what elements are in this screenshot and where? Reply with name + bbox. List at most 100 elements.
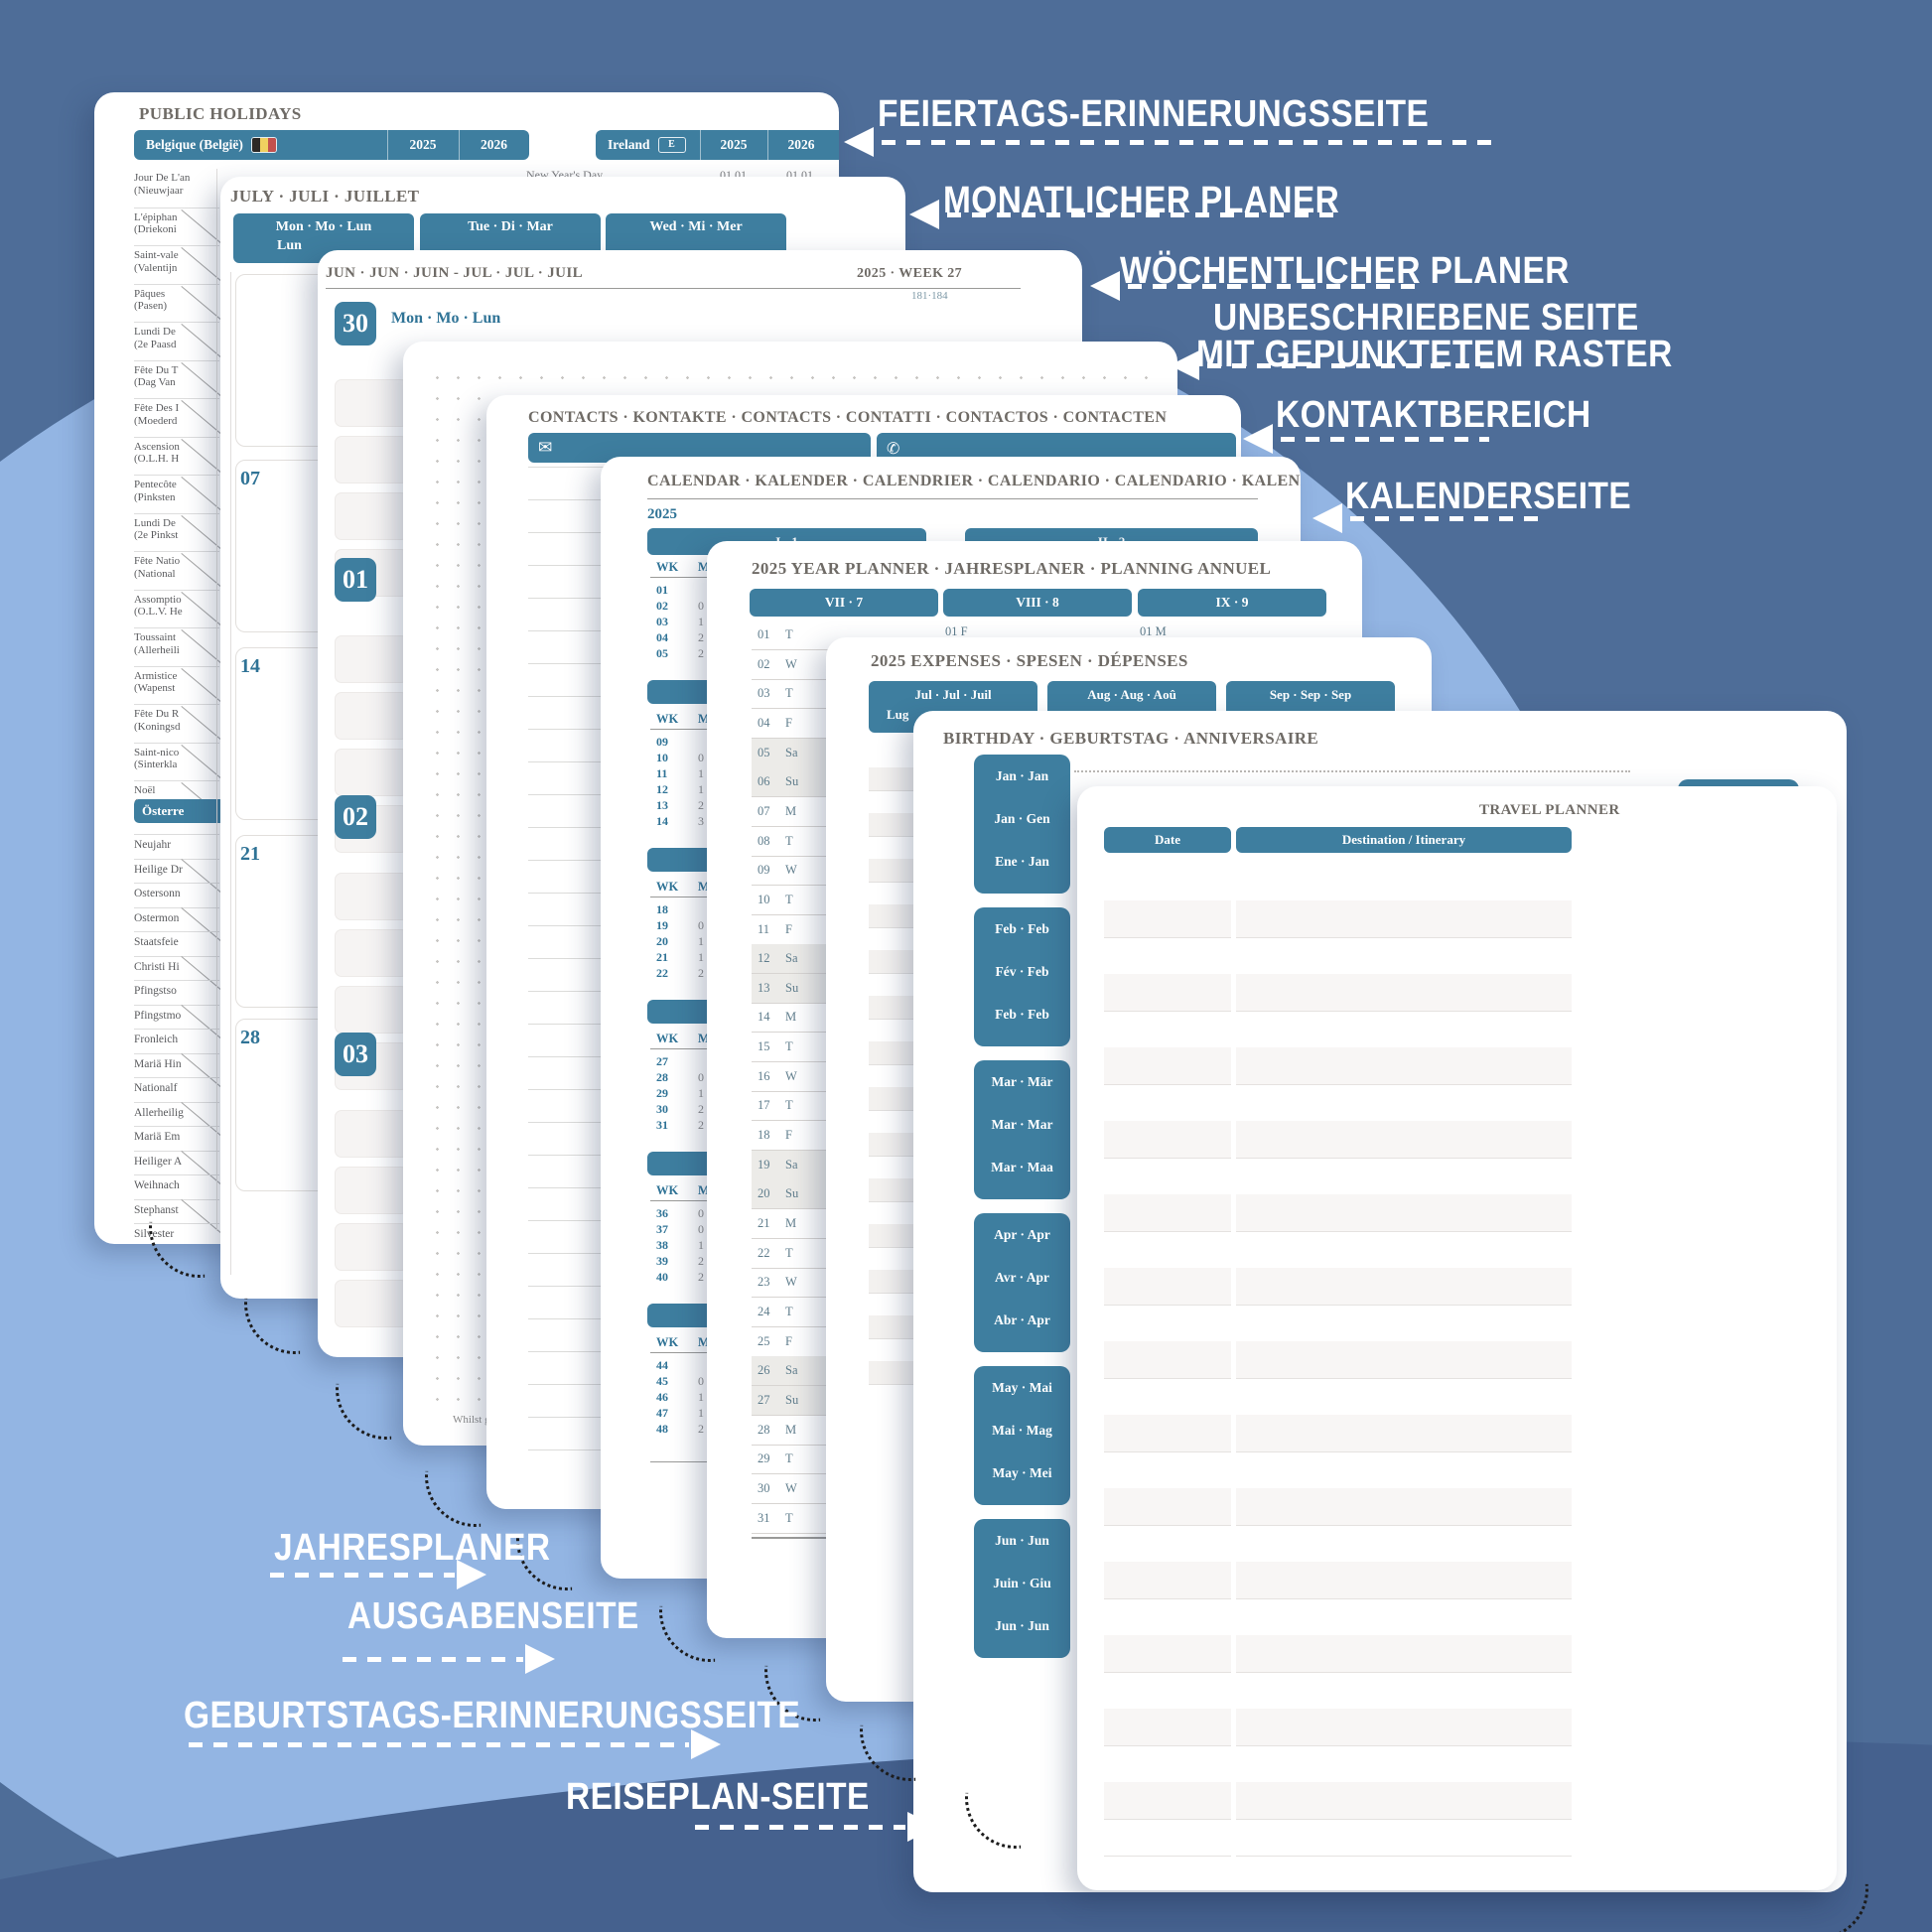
travel-date-cell bbox=[1104, 1819, 1231, 1857]
annotation-label: AUSGABENSEITE bbox=[347, 1595, 639, 1637]
year-month-bar-viii: VIII · 8 bbox=[943, 589, 1132, 617]
travel-date-cell bbox=[1104, 1378, 1231, 1416]
calendar-wk-rule bbox=[650, 577, 710, 578]
travel-destination-cell bbox=[1236, 1451, 1572, 1489]
travel-date-cell bbox=[1104, 1745, 1231, 1783]
travel-date-cell bbox=[1104, 864, 1231, 901]
holiday-entry: Jour De L'an (Nieuwjaar bbox=[134, 172, 191, 197]
holiday-entry: Fête Du T (Dag Van bbox=[134, 359, 219, 390]
weekly-slot-row bbox=[335, 929, 408, 977]
calendar-week-row: 38 1 bbox=[656, 1238, 704, 1252]
calendar-week-row: 18 bbox=[656, 902, 668, 916]
birthday-month-label: Avr · Apr bbox=[994, 1270, 1049, 1285]
calendar-week-row: 20 1 bbox=[656, 934, 704, 948]
birthday-dotted-line bbox=[1074, 770, 1630, 772]
year-planner-title: 2025 YEAR PLANNER · JAHRESPLANER · PLANN… bbox=[752, 559, 1272, 578]
travel-destination-cell bbox=[1236, 1598, 1572, 1636]
holiday-entry: Ostersonn bbox=[134, 883, 219, 899]
calendar-wk-rule bbox=[650, 1352, 710, 1353]
travel-date-cell bbox=[1104, 1011, 1231, 1048]
envelope-icon: ✉ bbox=[538, 438, 553, 458]
birthday-month-block: Mar · Mär Mar · Mar Mar · Maa bbox=[974, 1060, 1070, 1199]
monthly-week-number: 14 bbox=[240, 655, 260, 677]
travel-date-cell bbox=[1104, 1635, 1231, 1673]
travel-destination-cell bbox=[1236, 1047, 1572, 1085]
arrow-right-icon bbox=[907, 1812, 937, 1842]
calendar-week-row: 30 2 bbox=[656, 1102, 704, 1116]
holiday-column-rule bbox=[216, 169, 217, 1231]
holiday-entry: Mariä Hin bbox=[134, 1052, 219, 1070]
travel-date-cell bbox=[1104, 1268, 1231, 1306]
holiday-entry: Assomptio (O.L.V. He bbox=[134, 589, 219, 620]
travel-date-cell bbox=[1104, 1672, 1231, 1710]
annotation-dash-line bbox=[1207, 363, 1505, 368]
calendar-week-row: 09 bbox=[656, 735, 668, 749]
calendar-week-row: 37 0 bbox=[656, 1222, 704, 1236]
weekly-slot-row bbox=[335, 692, 408, 740]
annotation-label: MIT GEPUNKTETEM RASTER bbox=[1196, 334, 1673, 375]
travel-destination-cell bbox=[1236, 1011, 1572, 1048]
annotation-label: REISEPLAN-SEITE bbox=[566, 1776, 870, 1818]
travel-destination-cell bbox=[1236, 937, 1572, 975]
holiday-entry: Ostermon bbox=[134, 906, 219, 924]
birthday-month-label: Jun · Jun bbox=[995, 1618, 1049, 1633]
annotation-label: KALENDERSEITE bbox=[1345, 476, 1632, 517]
weekly-slot-row bbox=[335, 1280, 408, 1327]
travel-destination-cell bbox=[1236, 900, 1572, 938]
travel-date-cell bbox=[1104, 937, 1231, 975]
travel-destination-cell bbox=[1236, 974, 1572, 1012]
page-travel-planner: TRAVEL PLANNER Date Destination / Itiner… bbox=[1077, 786, 1837, 1890]
travel-date-cell bbox=[1104, 1451, 1231, 1489]
holiday-entry: Heilige Dr bbox=[134, 858, 219, 876]
travel-destination-cell bbox=[1236, 1562, 1572, 1599]
calendar-week-row: 22 2 bbox=[656, 966, 704, 980]
calendar-week-row: 27 bbox=[656, 1054, 668, 1068]
calendar-week-row: 12 1 bbox=[656, 782, 704, 796]
holiday-entry: Saint-vale (Valentijn bbox=[134, 245, 219, 275]
holiday-entry: Lundi De (2e Pinkst bbox=[134, 512, 219, 543]
holiday-entry: Christi Hi bbox=[134, 955, 219, 973]
travel-destination-cell bbox=[1236, 1121, 1572, 1159]
arrow-left-icon bbox=[909, 200, 939, 229]
birthday-month-label: Jun · Jun bbox=[995, 1533, 1049, 1548]
holiday-entry: Weihnach bbox=[134, 1174, 219, 1191]
monthly-week-number: 28 bbox=[240, 1027, 260, 1048]
calendar-week-row: 36 0 bbox=[656, 1206, 704, 1220]
calendar-week-row: 46 1 bbox=[656, 1390, 704, 1404]
calendar-week-row: 28 0 bbox=[656, 1070, 704, 1084]
expenses-title: 2025 EXPENSES · SPESEN · DÉPENSES bbox=[871, 651, 1188, 670]
monthly-week-number: 07 bbox=[240, 468, 260, 489]
holiday-entry: Heiliger A bbox=[134, 1150, 219, 1168]
travel-destination-cell bbox=[1236, 1415, 1572, 1452]
weekly-day-badge: 03 bbox=[335, 1033, 376, 1076]
calendar-wk-header: WK M bbox=[656, 880, 710, 894]
travel-destination-cell bbox=[1236, 1672, 1572, 1710]
travel-date-cell bbox=[1104, 974, 1231, 1012]
weekly-week-label: 2025 · WEEK 27 bbox=[857, 266, 963, 281]
arrow-left-icon bbox=[844, 127, 874, 157]
year-col3-first-day: 01 M bbox=[1140, 624, 1167, 638]
birthday-month-block: Jan · Jan Jan · Gen Ene · Jan bbox=[974, 755, 1070, 894]
weekly-slot-row bbox=[335, 873, 408, 920]
travel-date-cell bbox=[1104, 1562, 1231, 1599]
arrow-right-icon bbox=[525, 1644, 555, 1674]
travel-destination-cell bbox=[1236, 1231, 1572, 1269]
calendar-wk-header: WK M bbox=[656, 1335, 710, 1349]
weekly-title: JUN · JUN · JUIN - JUL · JUL · JUIL bbox=[326, 265, 584, 281]
travel-destination-cell bbox=[1236, 1635, 1572, 1673]
calendar-week-row: 39 2 bbox=[656, 1254, 704, 1268]
weekly-slot-row bbox=[335, 379, 408, 427]
weekly-slot-row bbox=[335, 1167, 408, 1214]
holiday-entry: Neujahr bbox=[134, 834, 219, 851]
monthly-title: JULY · JULI · JUILLET bbox=[230, 187, 420, 206]
arrow-left-icon bbox=[1312, 503, 1342, 533]
belgium-header-bar: Belgique (België) 2025 2026 bbox=[134, 130, 529, 160]
travel-date-cell bbox=[1104, 1047, 1231, 1085]
year-col2-first-day: 01 F bbox=[945, 624, 968, 638]
holiday-entry: Lundi De (2e Paasd bbox=[134, 322, 219, 351]
monthly-week-number: 21 bbox=[240, 843, 260, 865]
calendar-week-row: 01 bbox=[656, 583, 668, 597]
birthday-month-label: Mai · Mag bbox=[992, 1423, 1052, 1438]
travel-destination-cell bbox=[1236, 1305, 1572, 1342]
birthday-month-label: May · Mai bbox=[992, 1380, 1052, 1395]
